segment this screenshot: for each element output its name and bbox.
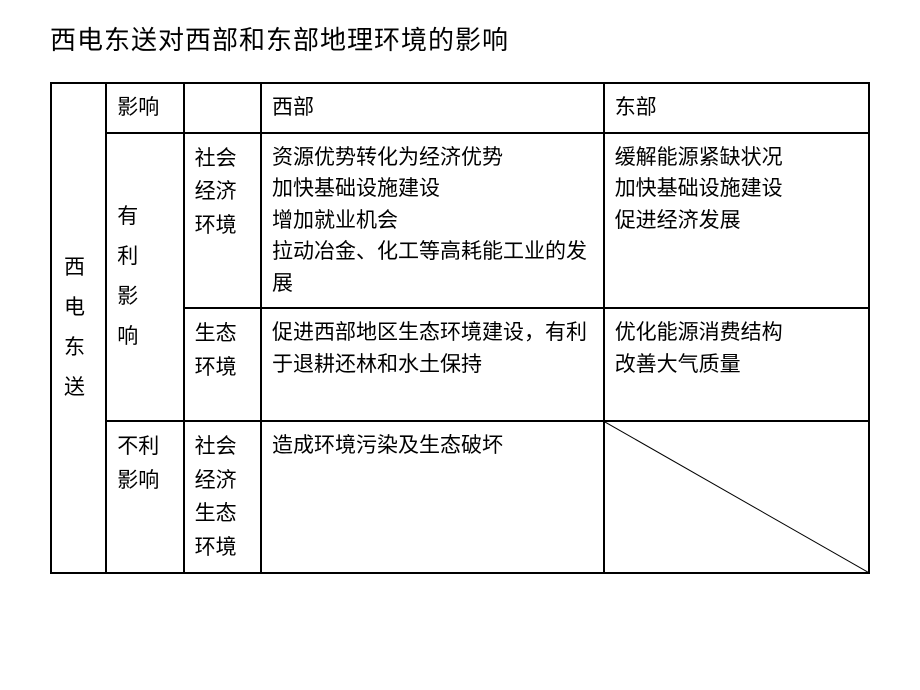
ecological-west-cell: 促进西部地区生态环境建设，有利于退耕还林和水土保持: [261, 308, 604, 421]
negative-line: 影响: [117, 464, 172, 498]
category-line: 生态: [195, 317, 250, 351]
project-char: 东: [64, 328, 93, 368]
header-west-cell: 西部: [261, 83, 604, 133]
project-char: 送: [64, 368, 93, 408]
category-line: 环境: [195, 531, 250, 565]
west-line: 加快基础设施建设: [272, 173, 593, 205]
ecological-category-cell: 生态 环境: [184, 308, 261, 421]
category-line: 经济: [195, 175, 250, 209]
category-line: 环境: [195, 351, 250, 385]
category-line: 社会: [195, 430, 250, 464]
east-line: 加快基础设施建设: [615, 173, 858, 205]
east-line: 优化能源消费结构: [615, 317, 858, 349]
category-line: 经济: [195, 464, 250, 498]
category-line: 生态: [195, 497, 250, 531]
negative-east-cell: [604, 421, 869, 573]
positive-char: 响: [117, 317, 172, 357]
project-char: 电: [64, 288, 93, 328]
table-row: 有 利 影 响 社会 经济 环境 资源优势转化为经济优势 加快基础设施建设 增加…: [51, 133, 869, 309]
east-line: 改善大气质量: [615, 349, 858, 381]
project-char: 西: [64, 248, 93, 288]
category-line: 环境: [195, 209, 250, 243]
table-row: 不利 影响 社会 经济 生态 环境 造成环境污染及生态破坏: [51, 421, 869, 573]
socioeconomic-east-cell: 缓解能源紧缺状况 加快基础设施建设 促进经济发展: [604, 133, 869, 309]
page-title: 西电东送对西部和东部地理环境的影响: [50, 20, 870, 57]
negative-west-cell: 造成环境污染及生态破坏: [261, 421, 604, 573]
table-row: 西 电 东 送 影响 西部 东部: [51, 83, 869, 133]
negative-impact-cell: 不利 影响: [106, 421, 183, 573]
east-line: 缓解能源紧缺状况: [615, 142, 858, 174]
negative-line: 不利: [117, 430, 172, 464]
west-line: 资源优势转化为经济优势: [272, 142, 593, 174]
category-line: 社会: [195, 142, 250, 176]
ecological-east-cell: 优化能源消费结构 改善大气质量: [604, 308, 869, 421]
diagonal-line-icon: [605, 422, 868, 572]
negative-category-cell: 社会 经济 生态 环境: [184, 421, 261, 573]
west-line: 增加就业机会: [272, 205, 593, 237]
header-impact-cell: 影响: [106, 83, 183, 133]
impact-table: 西 电 东 送 影响 西部 东部 有 利 影 响 社会 经济 环境: [50, 82, 870, 574]
socioeconomic-category-cell: 社会 经济 环境: [184, 133, 261, 309]
positive-char: 有: [117, 197, 172, 237]
project-name-cell: 西 电 东 送: [51, 83, 106, 573]
positive-char: 影: [117, 277, 172, 317]
east-line: 促进经济发展: [615, 205, 858, 237]
west-line: 拉动冶金、化工等高耗能工业的发展: [272, 236, 593, 299]
positive-impact-cell: 有 利 影 响: [106, 133, 183, 422]
header-east-cell: 东部: [604, 83, 869, 133]
header-blank-cell: [184, 83, 261, 133]
socioeconomic-west-cell: 资源优势转化为经济优势 加快基础设施建设 增加就业机会 拉动冶金、化工等高耗能工…: [261, 133, 604, 309]
positive-char: 利: [117, 237, 172, 277]
